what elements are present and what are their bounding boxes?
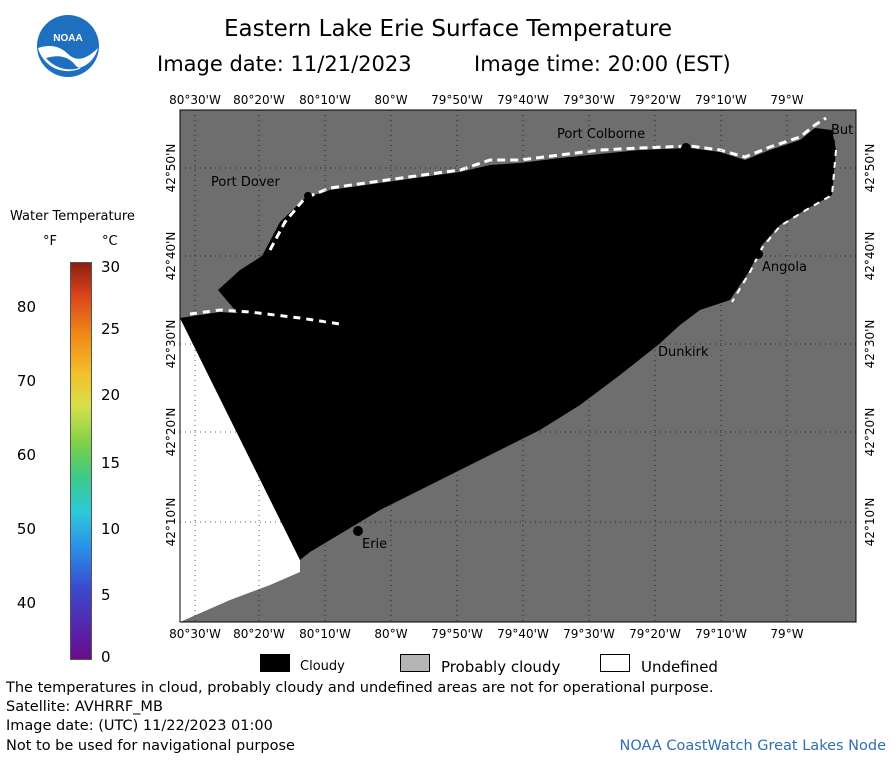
probably-cloudy-swatch: [400, 654, 430, 672]
lon-label-top: 79°40'W: [497, 93, 549, 107]
cloudy-label: Cloudy: [300, 659, 345, 674]
lon-label-bottom: 79°50'W: [431, 627, 483, 641]
legend-title: Water Temperature: [10, 209, 135, 224]
noaa-logo: NOAA: [36, 14, 100, 82]
logo-text: NOAA: [53, 33, 82, 44]
north-shore-pixels: [268, 116, 827, 251]
lon-label-bottom: 79°20'W: [629, 627, 681, 641]
lat-label-right: 42°40'N: [863, 232, 877, 281]
c-tick-label: 0: [101, 648, 111, 666]
f-tick-label: 80: [16, 298, 36, 316]
city-marker: [825, 137, 835, 147]
lon-label-bottom: 80°W: [374, 627, 407, 641]
lon-label-top: 80°20'W: [233, 93, 285, 107]
lon-label-bottom: 79°30'W: [563, 627, 615, 641]
lon-label-top: 79°20'W: [629, 93, 681, 107]
lon-label-bottom: 80°20'W: [233, 627, 285, 641]
cloudy-swatch: [260, 654, 290, 672]
cloud-area: [180, 128, 836, 560]
lon-label-top: 79°50'W: [431, 93, 483, 107]
city-marker: [681, 143, 691, 153]
unit-celsius: °C: [102, 234, 118, 249]
c-tick-label: 30: [101, 258, 121, 276]
lon-label-bottom: 80°30'W: [169, 627, 221, 641]
lat-label-right: 42°20'N: [863, 408, 877, 457]
lon-label-bottom: 80°10'W: [299, 627, 351, 641]
lat-label-left: 42°40'N: [164, 232, 178, 281]
east-shore-pixels: [731, 149, 837, 303]
undefined-swatch: [600, 654, 630, 672]
city-label-dunkirk: Dunkirk: [658, 345, 709, 360]
c-tick-label: 15: [101, 454, 121, 472]
lat-label-left: 42°50'N: [164, 144, 178, 193]
f-tick-label: 70: [16, 372, 36, 390]
lon-label-bottom: 79°40'W: [497, 627, 549, 641]
satellite-text: Satellite: AVHRRF_MB: [6, 699, 163, 715]
image-time: Image time: 20:00 (EST): [474, 52, 731, 76]
navigation-warning: Not to be used for navigational purpose: [6, 738, 295, 754]
lon-label-top: 79°W: [770, 93, 803, 107]
image-date: Image date: 11/21/2023: [157, 52, 412, 76]
c-tick-label: 5: [101, 586, 111, 604]
unit-fahrenheit: °F: [43, 234, 57, 249]
lon-label-bottom: 79°10'W: [695, 627, 747, 641]
undefined-area: [180, 318, 300, 622]
city-marker: [649, 339, 657, 347]
city-marker: [753, 249, 763, 259]
city-label-port-colborne: Port Colborne: [557, 127, 645, 142]
lake-map: Port Colborne But Port Dover Angola Dunk…: [164, 93, 877, 641]
lat-label-left: 42°30'N: [164, 320, 178, 369]
lat-label-left: 42°20'N: [164, 408, 178, 457]
city-marker: [353, 526, 363, 536]
city-label-erie: Erie: [362, 537, 387, 552]
c-tick-label: 10: [101, 520, 121, 538]
city-label-port-dover: Port Dover: [211, 175, 281, 190]
map-frame: [179, 109, 857, 623]
city-label-buffalo: But: [831, 123, 853, 138]
f-tick-label: 40: [16, 594, 36, 612]
utc-date-text: Image date: (UTC) 11/22/2023 01:00: [6, 718, 273, 734]
city-label-angola: Angola: [762, 260, 807, 275]
probably-cloudy-label: Probably cloudy: [441, 658, 561, 676]
undefined-label: Undefined: [641, 658, 718, 676]
city-marker: [304, 192, 312, 200]
temperature-colorbar: [70, 262, 92, 660]
lon-label-top: 79°10'W: [695, 93, 747, 107]
c-tick-label: 25: [101, 320, 121, 338]
lon-label-top: 80°W: [374, 93, 407, 107]
lon-label-top: 80°10'W: [299, 93, 351, 107]
lat-label-right: 42°50'N: [863, 144, 877, 193]
credit-text: NOAA CoastWatch Great Lakes Node: [619, 738, 886, 754]
map-title: Eastern Lake Erie Surface Temperature: [223, 16, 673, 42]
lat-label-right: 42°10'N: [863, 498, 877, 547]
disclaimer-text: The temperatures in cloud, probably clou…: [6, 680, 714, 696]
c-tick-label: 20: [101, 386, 121, 404]
lon-label-bottom: 79°W: [770, 627, 803, 641]
lon-label-top: 79°30'W: [563, 93, 615, 107]
lat-label-right: 42°30'N: [863, 320, 877, 369]
f-tick-label: 60: [16, 446, 36, 464]
lon-label-top: 80°30'W: [169, 93, 221, 107]
f-tick-label: 50: [16, 520, 36, 538]
lat-label-left: 42°10'N: [164, 498, 178, 547]
